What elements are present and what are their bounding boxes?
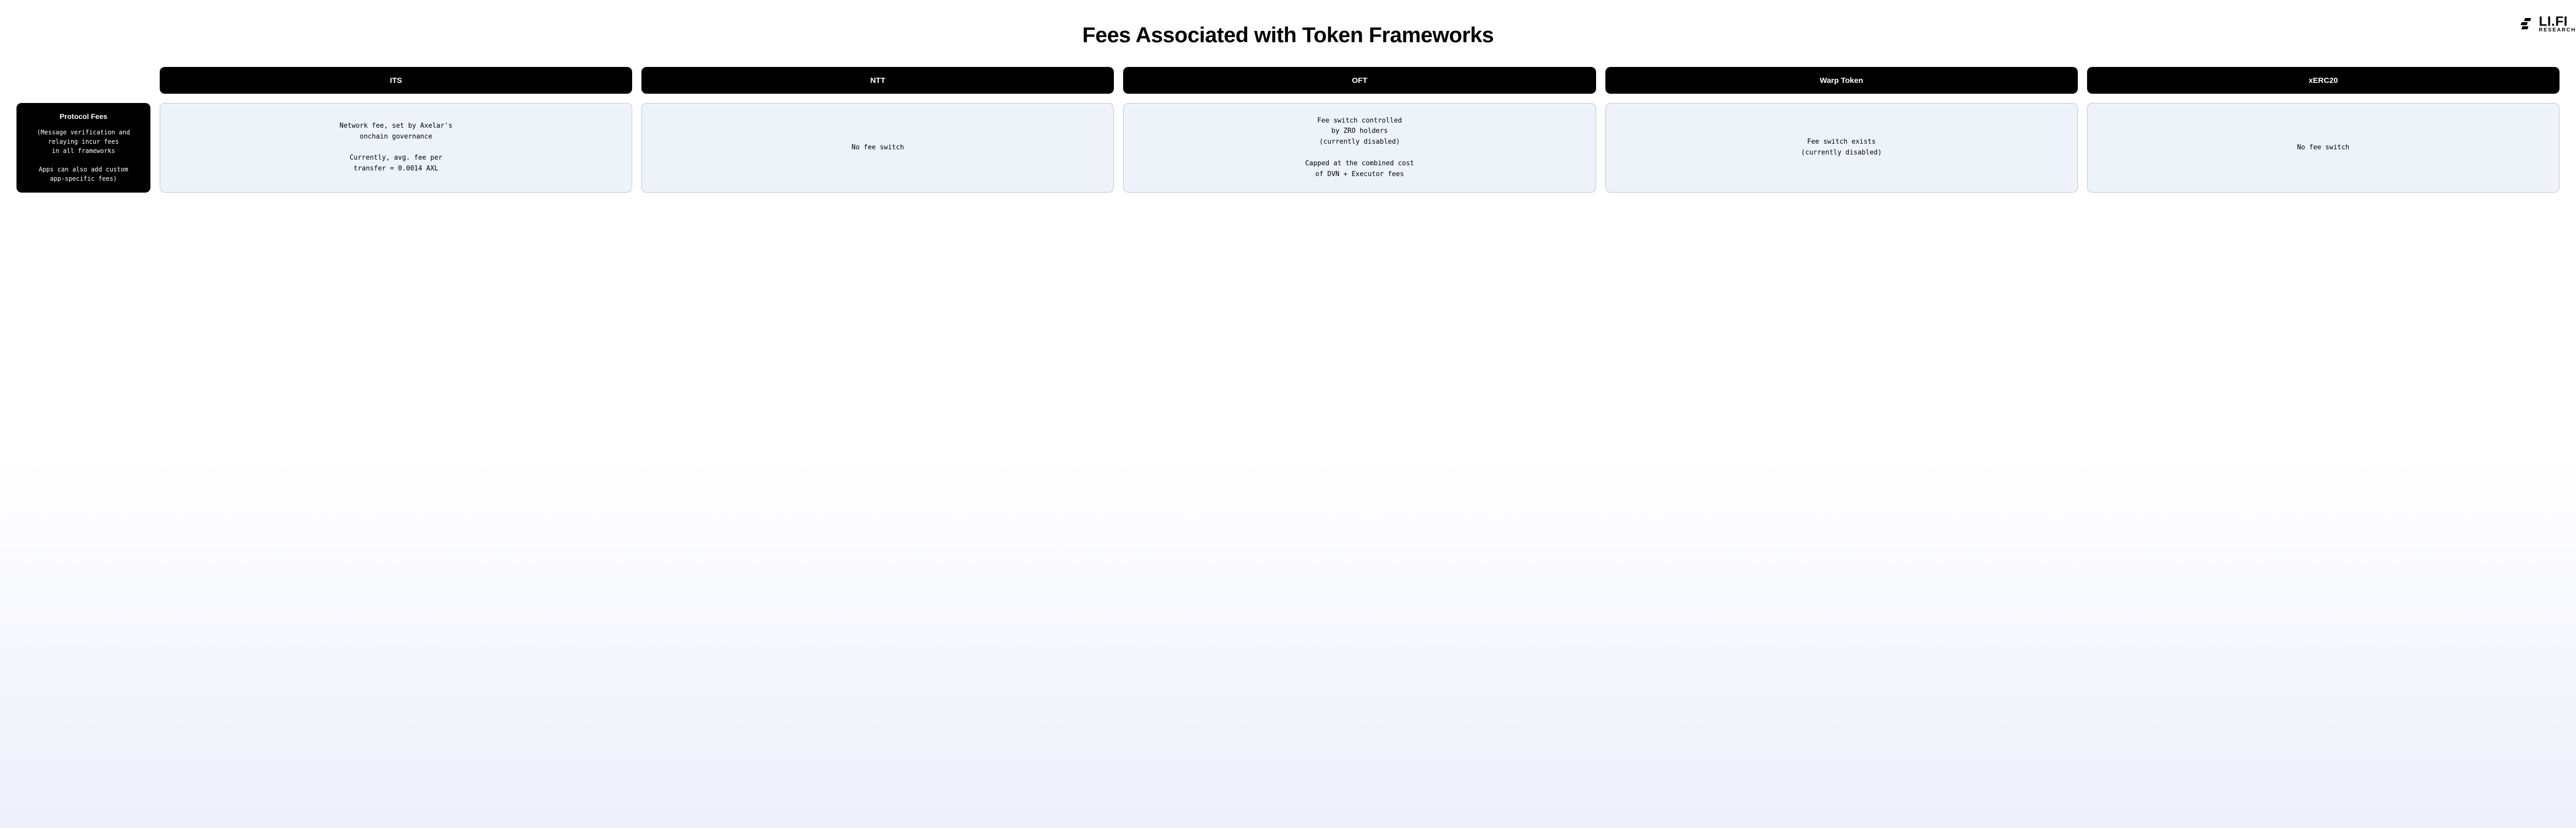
row-header-desc: (Message verification and relaying incur… xyxy=(37,128,130,183)
row-header-title: Protocol Fees xyxy=(60,112,108,120)
column-header: OFT xyxy=(1123,67,1596,94)
cell-text: Fee switch exists (currently disabled) xyxy=(1801,137,1882,159)
column-header: ITS xyxy=(160,67,632,94)
cell: Network fee, set by Axelar's onchain gov… xyxy=(160,103,632,193)
cell-text: Network fee, set by Axelar's onchain gov… xyxy=(340,121,452,175)
cell: Fee switch exists (currently disabled) xyxy=(1605,103,2078,193)
brand-text: LI.FI RESEARCH xyxy=(2539,14,2576,33)
cell: No fee switch xyxy=(641,103,1114,193)
brand-logo: LI.FI RESEARCH xyxy=(2520,14,2576,33)
brand-name: LI.FI xyxy=(2539,14,2576,28)
lifi-icon xyxy=(2520,16,2535,31)
page-title: Fees Associated with Token Frameworks xyxy=(0,23,2576,47)
comparison-grid: ITS NTT OFT Warp Token xERC20 Protocol Fees (M… xyxy=(16,67,2560,193)
cell: No fee switch xyxy=(2087,103,2560,193)
row-header: Protocol Fees (Message verification and r… xyxy=(16,103,150,193)
cell-text: No fee switch xyxy=(852,143,904,153)
grid-spacer xyxy=(16,67,150,94)
column-header: NTT xyxy=(641,67,1114,94)
cell-text: Fee switch controlled by ZRO holders (cu… xyxy=(1305,116,1414,180)
brand-sub: RESEARCH xyxy=(2539,28,2576,33)
page: Fees Associated with Token Frameworks LI… xyxy=(0,0,2576,828)
column-header: xERC20 xyxy=(2087,67,2560,94)
cell-text: No fee switch xyxy=(2297,143,2350,153)
cell: Fee switch controlled by ZRO holders (cu… xyxy=(1123,103,1596,193)
column-header: Warp Token xyxy=(1605,67,2078,94)
